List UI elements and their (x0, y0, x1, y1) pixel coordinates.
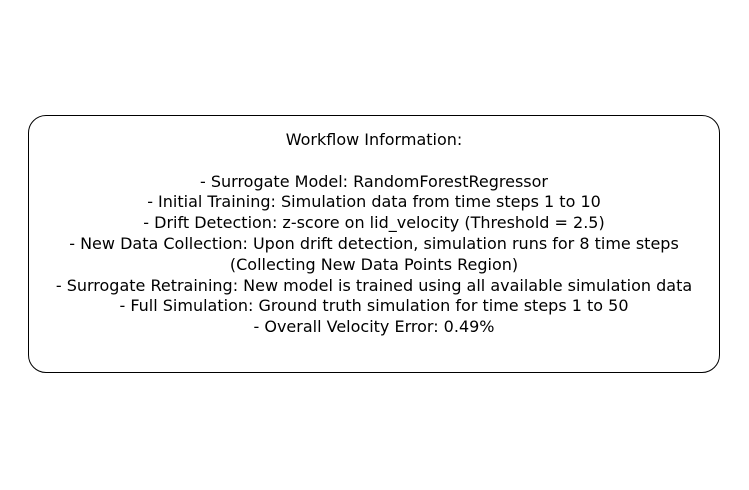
drift-detection-line: - Drift Detection: z-score on lid_veloci… (143, 213, 605, 233)
new-data-collection-line: - New Data Collection: Upon drift detect… (69, 233, 679, 253)
workflow-info-box: Workflow Information: - Surrogate Model:… (28, 115, 720, 373)
workflow-heading: Workflow Information: (285, 130, 463, 149)
collecting-region-line: (Collecting New Data Points Region) (229, 254, 519, 274)
workflow-info-text: Workflow Information: - Surrogate Model:… (29, 130, 719, 338)
surrogate-retraining-line: - Surrogate Retraining: New model is tra… (55, 275, 693, 295)
full-simulation-line: - Full Simulation: Ground truth simulati… (119, 296, 629, 316)
velocity-error-line: - Overall Velocity Error: 0.49% (253, 317, 495, 337)
surrogate-model-line: - Surrogate Model: RandomForestRegressor (200, 171, 548, 191)
initial-training-line: - Initial Training: Simulation data from… (147, 192, 601, 212)
blank-line (29, 151, 719, 172)
